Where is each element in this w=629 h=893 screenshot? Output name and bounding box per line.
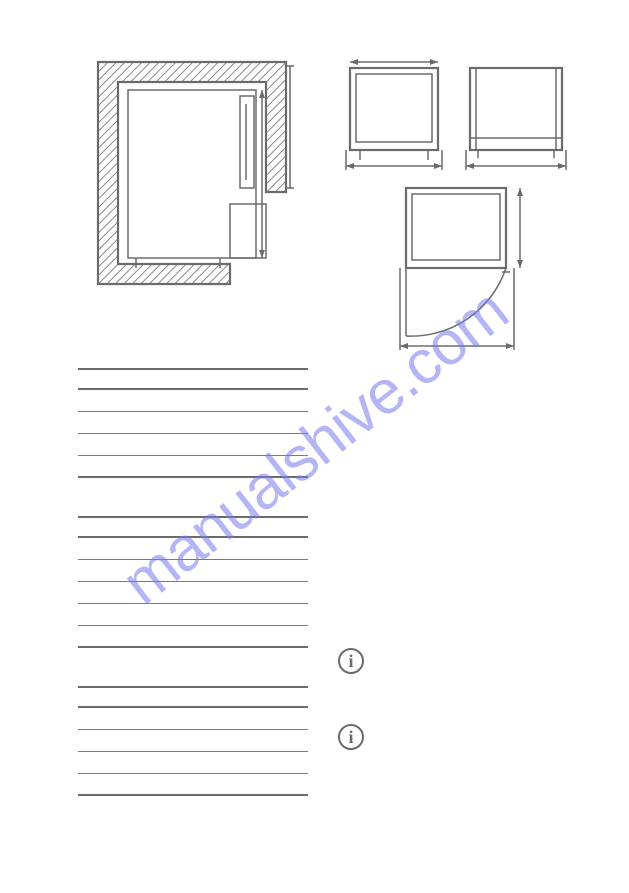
diagram-door-swing xyxy=(392,180,526,356)
diagram-side-view xyxy=(458,58,576,174)
spec-table-1 xyxy=(78,368,308,478)
spec-table-3 xyxy=(78,686,308,796)
info-glyph: i xyxy=(348,728,353,746)
info-icon: i xyxy=(338,648,364,674)
info-glyph: i xyxy=(348,652,353,670)
spec-tables xyxy=(78,368,308,796)
info-icon: i xyxy=(338,724,364,750)
spec-table-2 xyxy=(78,516,308,648)
diagram-front-view xyxy=(336,58,454,174)
diagram-main-enclosure xyxy=(90,54,300,294)
